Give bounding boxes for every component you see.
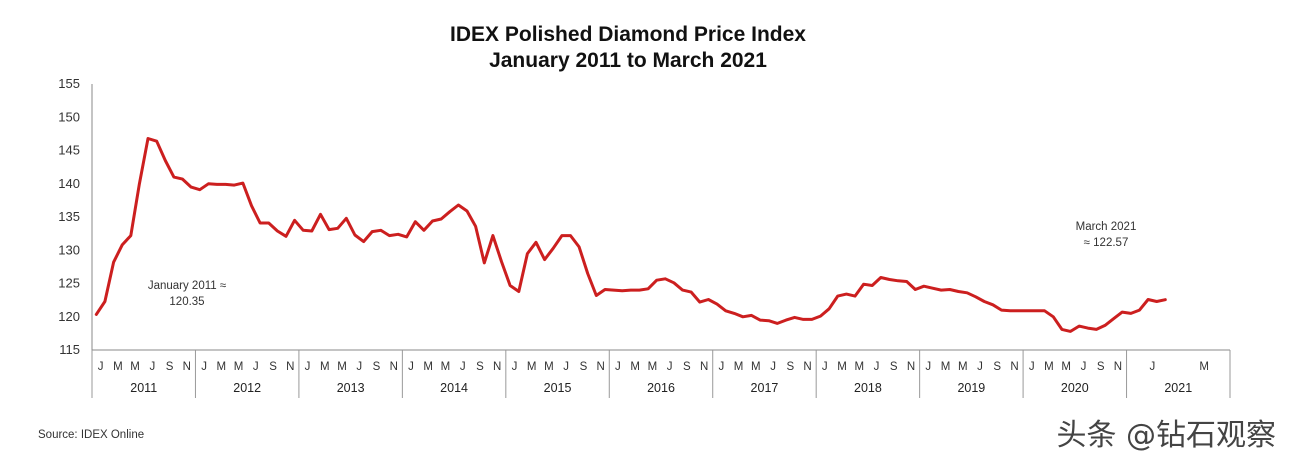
year-label: 2019 [957,381,985,395]
month-tick-label: M [751,361,761,373]
month-tick-label: M [217,361,227,373]
month-tick-label: N [286,361,294,373]
month-tick-label: M [544,361,554,373]
y-tick-label: 130 [58,242,80,257]
y-tick-label: 135 [58,209,80,224]
month-tick-label: S [786,361,794,373]
month-tick-label: S [269,361,277,373]
month-tick-label: M [1061,361,1071,373]
month-tick-label: S [580,361,588,373]
year-label: 2014 [440,381,468,395]
annotation-label: January 2011 ≈ [148,280,226,292]
month-tick-label: J [822,361,828,373]
month-tick-label: J [356,361,362,373]
month-tick-label: N [1114,361,1122,373]
year-label: 2020 [1061,381,1089,395]
source-note: Source: IDEX Online [38,429,145,441]
annotation-label: ≈ 122.57 [1084,237,1129,249]
year-label: 2021 [1164,381,1192,395]
month-tick-label: J [460,361,466,373]
month-tick-label: M [941,361,951,373]
year-label: 2012 [233,381,261,395]
y-tick-label: 145 [58,143,80,158]
chart-title: IDEX Polished Diamond Price Index Januar… [0,22,1256,74]
month-tick-label: S [373,361,381,373]
month-tick-label: J [718,361,724,373]
year-label: 2017 [751,381,779,395]
month-tick-label: J [874,361,880,373]
y-tick-label: 140 [58,176,80,191]
month-tick-label: S [890,361,898,373]
month-tick-label: M [423,361,433,373]
month-tick-label: N [907,361,915,373]
month-tick-label: J [615,361,621,373]
month-tick-label: M [337,361,347,373]
month-tick-label: S [1097,361,1105,373]
month-tick-label: J [408,361,414,373]
y-tick-label: 155 [58,76,80,91]
month-tick-label: J [149,361,155,373]
month-tick-label: M [234,361,244,373]
month-tick-label: M [441,361,451,373]
month-tick-label: M [648,361,658,373]
series-line [94,137,1167,333]
month-tick-label: N [803,361,811,373]
month-tick-label: N [700,361,708,373]
month-tick-label: J [1150,361,1156,373]
month-tick-label: J [770,361,776,373]
month-tick-label: M [630,361,640,373]
year-label: 2013 [337,381,365,395]
month-tick-label: M [1199,361,1209,373]
annotation-label: 120.35 [169,296,204,308]
month-tick-label: M [958,361,968,373]
y-tick-label: 120 [58,309,80,324]
month-tick-label: S [166,361,174,373]
month-tick-label: M [837,361,847,373]
annotation-label: March 2021 [1076,221,1137,233]
month-tick-label: J [201,361,207,373]
watermark: 头条 @钻石观察 [1056,418,1276,453]
year-label: 2016 [647,381,675,395]
month-tick-label: N [183,361,191,373]
month-tick-label: M [1044,361,1054,373]
chart-subtitle: January 2011 to March 2021 [489,49,767,72]
month-tick-label: N [493,361,501,373]
y-tick-label: 115 [59,342,80,357]
month-tick-label: J [512,361,518,373]
y-tick-label: 150 [58,109,80,124]
month-tick-label: J [977,361,983,373]
month-tick-label: N [1010,361,1018,373]
month-tick-label: M [854,361,864,373]
chart-title-main: IDEX Polished Diamond Price Index [450,23,806,46]
month-tick-label: M [113,361,123,373]
year-label: 2011 [130,381,157,395]
month-tick-label: J [98,361,104,373]
month-tick-label: J [667,361,673,373]
month-tick-label: J [305,361,311,373]
month-tick-label: M [130,361,140,373]
year-label: 2018 [854,381,882,395]
month-tick-label: J [1029,361,1035,373]
month-tick-label: N [596,361,604,373]
year-label: 2015 [544,381,572,395]
month-tick-label: J [925,361,931,373]
month-tick-label: M [527,361,537,373]
month-tick-label: M [734,361,744,373]
month-tick-label: N [390,361,398,373]
y-tick-label: 125 [58,276,80,291]
month-tick-label: S [476,361,484,373]
month-tick-label: J [253,361,259,373]
month-tick-label: S [683,361,691,373]
month-tick-label: M [320,361,330,373]
month-tick-label: J [563,361,569,373]
month-tick-label: S [993,361,1001,373]
month-tick-label: J [1081,361,1087,373]
